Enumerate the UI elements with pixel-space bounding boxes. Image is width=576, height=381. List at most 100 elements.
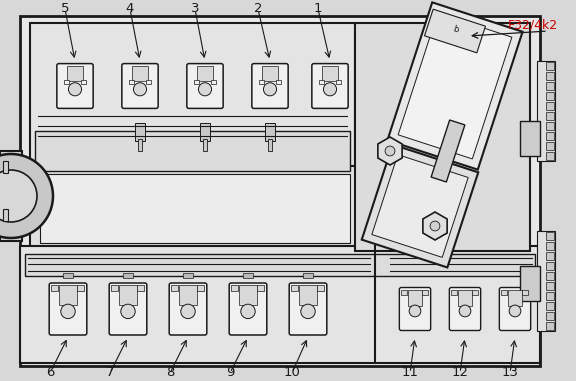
- Circle shape: [459, 305, 471, 317]
- Bar: [322, 66, 338, 81]
- Circle shape: [181, 304, 195, 319]
- Bar: [276, 80, 281, 84]
- Bar: [3, 161, 8, 173]
- Bar: [30, 23, 355, 171]
- Text: 1: 1: [314, 3, 322, 16]
- FancyBboxPatch shape: [57, 64, 93, 109]
- Bar: [111, 285, 118, 291]
- Bar: [259, 80, 264, 84]
- Bar: [303, 273, 313, 278]
- Text: 10: 10: [283, 367, 301, 379]
- Bar: [146, 80, 151, 84]
- Bar: [355, 23, 530, 251]
- Bar: [546, 302, 554, 310]
- Polygon shape: [388, 2, 522, 170]
- FancyBboxPatch shape: [49, 283, 87, 335]
- Polygon shape: [423, 212, 447, 240]
- Bar: [408, 290, 422, 306]
- Bar: [132, 66, 148, 81]
- Polygon shape: [398, 13, 512, 159]
- Bar: [51, 285, 58, 291]
- Bar: [197, 285, 204, 291]
- Bar: [20, 246, 540, 363]
- Circle shape: [409, 305, 421, 317]
- Bar: [546, 312, 554, 320]
- Bar: [546, 102, 554, 110]
- Bar: [171, 285, 178, 291]
- Bar: [81, 80, 86, 84]
- Text: 2: 2: [254, 3, 262, 16]
- Bar: [3, 209, 8, 221]
- Bar: [537, 61, 555, 161]
- Text: 3: 3: [191, 3, 199, 16]
- Bar: [422, 290, 427, 295]
- Bar: [546, 322, 554, 330]
- Bar: [239, 285, 257, 305]
- Bar: [546, 232, 554, 240]
- Bar: [522, 290, 528, 295]
- Bar: [546, 132, 554, 140]
- Polygon shape: [362, 144, 478, 267]
- Bar: [135, 123, 145, 141]
- Bar: [319, 80, 324, 84]
- Bar: [197, 66, 213, 81]
- Bar: [458, 290, 472, 306]
- Polygon shape: [372, 155, 468, 258]
- Bar: [291, 285, 298, 291]
- Circle shape: [0, 170, 37, 222]
- Bar: [546, 92, 554, 100]
- FancyBboxPatch shape: [399, 288, 431, 330]
- FancyBboxPatch shape: [169, 283, 207, 335]
- Bar: [520, 266, 540, 301]
- Bar: [546, 142, 554, 150]
- Bar: [59, 285, 77, 305]
- Bar: [265, 123, 275, 141]
- Bar: [30, 166, 360, 251]
- Bar: [179, 285, 197, 305]
- Bar: [336, 80, 341, 84]
- Bar: [520, 121, 540, 156]
- Text: 13: 13: [502, 367, 518, 379]
- Text: 9: 9: [226, 367, 234, 379]
- Text: b: b: [452, 24, 460, 34]
- Bar: [546, 252, 554, 260]
- Bar: [472, 290, 478, 295]
- Text: 5: 5: [60, 3, 69, 16]
- Bar: [537, 231, 555, 331]
- Circle shape: [69, 83, 82, 96]
- Polygon shape: [378, 137, 402, 165]
- Bar: [64, 80, 69, 84]
- Circle shape: [199, 83, 211, 96]
- Circle shape: [263, 83, 276, 96]
- FancyBboxPatch shape: [289, 283, 327, 335]
- Bar: [257, 285, 264, 291]
- Text: 12: 12: [452, 367, 468, 379]
- Bar: [123, 273, 133, 278]
- Bar: [546, 262, 554, 270]
- Bar: [268, 139, 272, 151]
- Bar: [546, 292, 554, 300]
- Circle shape: [61, 304, 75, 319]
- Circle shape: [0, 154, 53, 238]
- Bar: [183, 273, 193, 278]
- Bar: [300, 285, 317, 305]
- Text: 7: 7: [106, 367, 114, 379]
- Bar: [119, 285, 137, 305]
- Bar: [452, 290, 457, 295]
- Bar: [546, 72, 554, 80]
- Bar: [138, 139, 142, 151]
- Bar: [203, 139, 207, 151]
- FancyBboxPatch shape: [122, 64, 158, 109]
- Bar: [137, 285, 144, 291]
- FancyBboxPatch shape: [109, 283, 147, 335]
- Circle shape: [241, 304, 255, 319]
- Bar: [317, 285, 324, 291]
- Text: 11: 11: [401, 367, 419, 379]
- Bar: [67, 66, 83, 81]
- Bar: [25, 254, 535, 276]
- Bar: [40, 174, 350, 243]
- Text: 4: 4: [126, 3, 134, 16]
- FancyBboxPatch shape: [187, 64, 223, 109]
- Bar: [200, 123, 210, 141]
- Bar: [546, 122, 554, 130]
